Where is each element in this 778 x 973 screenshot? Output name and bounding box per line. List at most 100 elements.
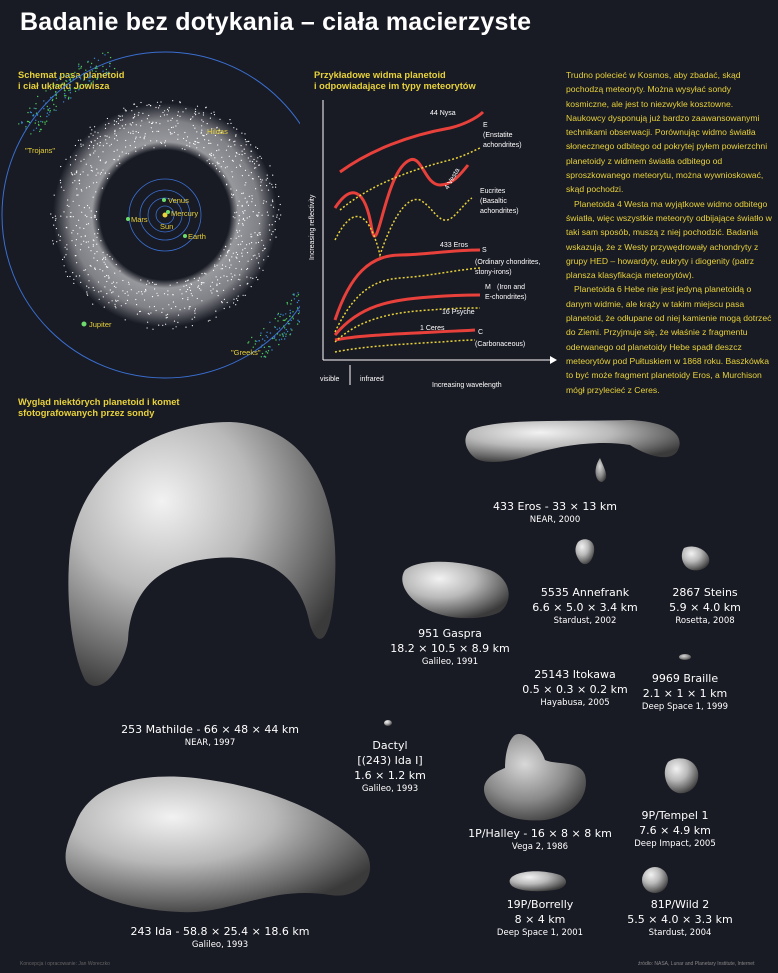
belt-dot xyxy=(194,310,196,312)
belt-dot xyxy=(102,169,104,171)
trojan-dot xyxy=(78,63,80,65)
belt-dot xyxy=(167,108,169,110)
belt-dot xyxy=(55,227,58,230)
belt-dot xyxy=(95,191,97,193)
belt-dot xyxy=(212,269,215,271)
belt-dot xyxy=(102,151,104,153)
belt-dot xyxy=(152,281,154,283)
trojan-dot xyxy=(59,76,61,78)
belt-dot xyxy=(82,144,84,146)
trojan-dot xyxy=(55,91,57,93)
belt-dot xyxy=(164,140,167,142)
itokawa-dims: 0.5 × 0.3 × 0.2 km xyxy=(522,683,628,696)
belt-dot xyxy=(129,123,131,125)
trojan-dot xyxy=(35,112,38,114)
trojan-dot xyxy=(263,328,265,330)
footer-credit: Koncepcja i opracowanie: Jan Woreczko xyxy=(20,961,110,967)
x-axis-label: Increasing wavelength xyxy=(432,382,502,389)
belt-dot xyxy=(119,115,121,117)
belt-dot xyxy=(230,146,232,148)
caption-dactyl: Dactyl [(243) Ida I] 1.6 × 1.2 km Galile… xyxy=(340,738,440,796)
belt-dot xyxy=(172,126,174,128)
belt-dot xyxy=(257,147,259,150)
trojan-dot xyxy=(79,78,82,80)
belt-dot xyxy=(269,239,271,241)
curve-eucrites xyxy=(334,197,473,258)
belt-dot xyxy=(83,207,85,209)
belt-dot xyxy=(148,114,150,117)
belt-dot xyxy=(138,291,140,293)
spectra-heading-line-1: Przykładowe widma planetoid xyxy=(314,70,446,80)
belt-dot xyxy=(224,167,227,169)
belt-dot xyxy=(232,216,234,218)
belt-dot xyxy=(161,311,163,313)
trojan-dot xyxy=(102,52,104,54)
trojan-dot xyxy=(260,332,262,334)
belt-dot xyxy=(117,118,119,120)
belt-dot xyxy=(88,280,90,282)
trojan-dot xyxy=(286,330,289,333)
trojan-dot xyxy=(48,114,50,116)
belt-dot xyxy=(272,186,274,188)
belt-dot xyxy=(220,276,222,278)
belt-dot xyxy=(78,219,80,221)
belt-dot xyxy=(241,192,243,195)
eros-name: 433 Eros - 33 × 13 km xyxy=(493,500,617,513)
trojan-dot xyxy=(263,346,266,348)
belt-dot xyxy=(108,122,110,125)
belt-dot xyxy=(66,204,68,206)
belt-dot xyxy=(72,272,74,274)
belt-dot xyxy=(117,300,119,302)
trojan-dot xyxy=(248,341,250,343)
belt-dot xyxy=(269,182,271,184)
belt-dot xyxy=(208,153,211,155)
belt-dot xyxy=(229,267,231,269)
belt-dot xyxy=(170,307,172,309)
gallery-heading: Wygląd niektórych planetoid i komet sfot… xyxy=(18,397,180,419)
belt-dot xyxy=(232,160,234,162)
belt-dot xyxy=(135,298,137,301)
belt-dot xyxy=(215,168,218,170)
belt-dot xyxy=(185,108,187,110)
belt-dot xyxy=(246,276,248,278)
trojan-dot xyxy=(29,107,31,109)
belt-dot xyxy=(248,174,250,176)
belt-dot xyxy=(194,127,196,129)
belt-dot xyxy=(203,282,205,284)
belt-dot xyxy=(128,281,130,283)
belt-dot xyxy=(184,148,186,150)
belt-dot xyxy=(96,260,98,262)
belt-dot xyxy=(113,285,115,287)
belt-dot xyxy=(235,251,237,254)
belt-dot xyxy=(194,308,196,310)
belt-dot xyxy=(167,313,169,315)
belt-dot xyxy=(234,144,236,146)
belt-dot xyxy=(52,217,54,219)
belt-dot xyxy=(99,142,101,144)
braille-image xyxy=(679,654,691,660)
belt-dot xyxy=(94,268,96,270)
trojan-dot xyxy=(263,355,266,357)
halley-mission: Vega 2, 1986 xyxy=(511,842,569,852)
belt-dot xyxy=(176,120,178,122)
trojan-dot xyxy=(80,67,82,69)
belt-dot xyxy=(76,170,78,172)
belt-dot xyxy=(93,257,95,259)
c-desc-1: (Carbonaceous) xyxy=(475,341,525,348)
belt-dot xyxy=(169,284,171,286)
belt-dot xyxy=(65,271,67,273)
belt-dot xyxy=(261,179,263,181)
belt-dot xyxy=(221,264,224,266)
trojan-dot xyxy=(35,107,37,110)
belt-dot xyxy=(59,179,62,181)
belt-dot xyxy=(143,137,145,139)
belt-dot xyxy=(86,293,88,295)
belt-dot xyxy=(139,310,142,312)
belt-dot xyxy=(257,262,260,264)
belt-dot xyxy=(72,229,74,232)
trojan-dot xyxy=(70,80,72,82)
belt-dot xyxy=(127,131,130,133)
belt-dot xyxy=(230,188,232,190)
belt-dot xyxy=(138,112,140,114)
annefrank-dims: 6.6 × 5.0 × 3.4 km xyxy=(532,601,638,614)
